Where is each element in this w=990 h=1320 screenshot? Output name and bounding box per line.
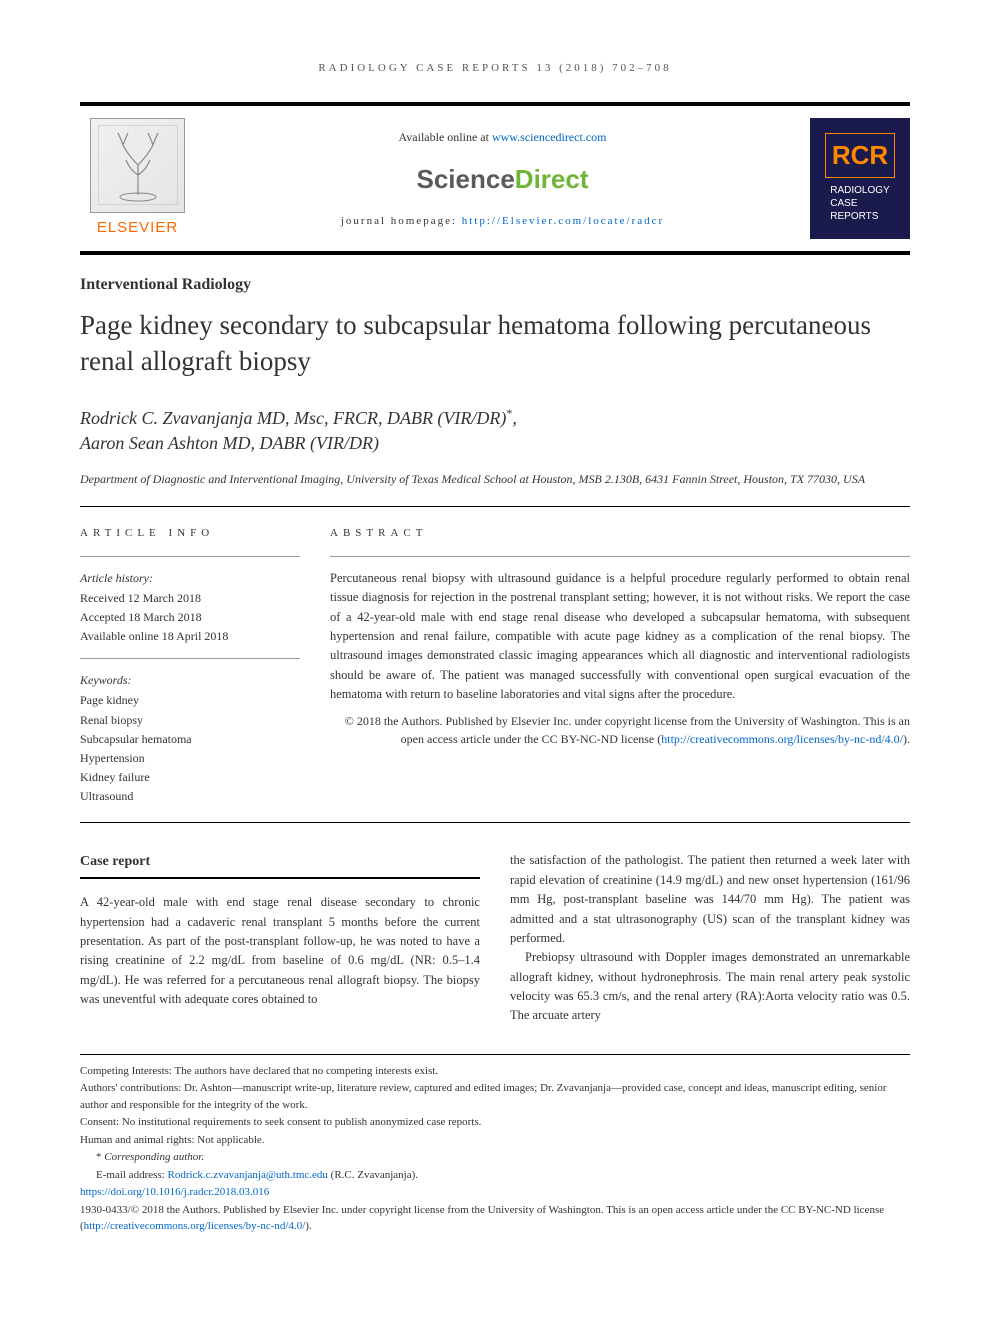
sciencedirect-link[interactable]: www.sciencedirect.com <box>492 130 607 144</box>
journal-cover-thumb: RCR RADIOLOGY CASE REPORTS <box>810 118 910 240</box>
abstract-heading: abstract <box>330 525 910 542</box>
cover-line: CASE <box>830 197 889 210</box>
accepted-date: Accepted 18 March 2018 <box>80 608 300 627</box>
abstract-text: Percutaneous renal biopsy with ultrasoun… <box>330 569 910 705</box>
email-prefix: E-mail address: <box>96 1169 167 1181</box>
keyword: Ultrasound <box>80 787 300 806</box>
cc-license-link[interactable]: http://creativecommons.org/licenses/by-n… <box>661 732 903 746</box>
keyword: Subcapsular hematoma <box>80 730 300 749</box>
human-animal-rights: Human and animal rights: Not applicable. <box>80 1132 910 1149</box>
keyword: Page kidney <box>80 691 300 710</box>
competing-interests: Competing Interests: The authors have de… <box>80 1063 910 1080</box>
available-prefix: Available online at <box>399 130 492 144</box>
consent: Consent: No institutional requirements t… <box>80 1114 910 1131</box>
copyright-close: ). <box>903 732 910 746</box>
article-body: Case report A 42-year-old male with end … <box>80 851 910 1025</box>
keywords-label: Keywords: <box>80 671 300 689</box>
affiliation: Department of Diagnostic and Interventio… <box>80 470 910 488</box>
elsevier-tree-icon <box>90 118 185 213</box>
author-contributions: Authors' contributions: Dr. Ashton—manus… <box>80 1080 910 1113</box>
body-column-right: the satisfaction of the pathologist. The… <box>510 851 910 1025</box>
doi-link[interactable]: https://doi.org/10.1016/j.radcr.2018.03.… <box>80 1186 269 1198</box>
homepage-prefix: journal homepage: <box>341 215 462 227</box>
body-column-left: Case report A 42-year-old male with end … <box>80 851 480 1025</box>
sd-direct: Direct <box>515 164 589 194</box>
body-paragraph: the satisfaction of the pathologist. The… <box>510 851 910 948</box>
masthead: ELSEVIER Available online at www.science… <box>80 102 910 256</box>
heading-rule <box>80 877 480 879</box>
keyword: Hypertension <box>80 749 300 768</box>
cc-license-link-footer[interactable]: http://creativecommons.org/licenses/by-n… <box>84 1220 306 1232</box>
case-report-heading: Case report <box>80 851 480 873</box>
cover-title-lines: RADIOLOGY CASE REPORTS <box>830 184 889 223</box>
cover-line: REPORTS <box>830 210 889 223</box>
keyword: Renal biopsy <box>80 711 300 730</box>
doi-line: https://doi.org/10.1016/j.radcr.2018.03.… <box>80 1184 910 1201</box>
cover-abbrev: RCR <box>825 133 895 178</box>
corresponding-mark: * <box>506 406 512 420</box>
history-label: Article history: <box>80 569 300 587</box>
corresponding-email-link[interactable]: Rodrick.c.zvavanjanja@uth.tmc.edu <box>167 1169 327 1181</box>
keyword: Kidney failure <box>80 768 300 787</box>
corresponding-author-note: * Corresponding author. <box>96 1149 910 1166</box>
abstract-copyright: © 2018 the Authors. Published by Elsevie… <box>330 712 910 748</box>
online-date: Available online 18 April 2018 <box>80 627 300 646</box>
body-paragraph: A 42-year-old male with end stage renal … <box>80 893 480 1009</box>
sciencedirect-logo: ScienceDirect <box>210 160 795 199</box>
elsevier-wordmark: ELSEVIER <box>97 217 178 240</box>
sd-science: Science <box>417 164 515 194</box>
journal-homepage-line: journal homepage: http://Elsevier.com/lo… <box>210 213 795 230</box>
corr-label: Corresponding author. <box>104 1151 204 1163</box>
email-suffix: (R.C. Zvavanjanja). <box>328 1169 418 1181</box>
author-2: Aaron Sean Ashton MD, DABR (VIR/DR) <box>80 433 379 453</box>
running-header: Radiology Case Reports 13 (2018) 702–708 <box>80 60 910 77</box>
info-abstract-block: article info Article history: Received 1… <box>80 506 910 823</box>
masthead-center: Available online at www.sciencedirect.co… <box>210 118 795 240</box>
article-section-label: Interventional Radiology <box>80 273 910 297</box>
article-info-heading: article info <box>80 525 300 542</box>
footnotes: Competing Interests: The authors have de… <box>80 1054 910 1235</box>
author-list: Rodrick C. Zvavanjanja MD, Msc, FRCR, DA… <box>80 405 910 456</box>
journal-homepage-link[interactable]: http://Elsevier.com/locate/radcr <box>462 215 664 227</box>
received-date: Received 12 March 2018 <box>80 589 300 608</box>
article-title: Page kidney secondary to subcapsular hem… <box>80 307 910 380</box>
cover-line: RADIOLOGY <box>830 184 889 197</box>
body-paragraph: Prebiopsy ultrasound with Doppler images… <box>510 948 910 1026</box>
email-line: E-mail address: Rodrick.c.zvavanjanja@ut… <box>96 1167 910 1184</box>
elsevier-logo-block: ELSEVIER <box>80 118 195 240</box>
available-online-line: Available online at www.sciencedirect.co… <box>210 128 795 146</box>
abstract-column: abstract Percutaneous renal biopsy with … <box>330 525 910 806</box>
issn-close: ). <box>305 1220 311 1232</box>
article-info-column: article info Article history: Received 1… <box>80 525 300 806</box>
issn-copyright: 1930-0433/© 2018 the Authors. Published … <box>80 1202 910 1235</box>
author-1: Rodrick C. Zvavanjanja MD, Msc, FRCR, DA… <box>80 408 506 428</box>
corr-mark: * <box>96 1151 104 1163</box>
